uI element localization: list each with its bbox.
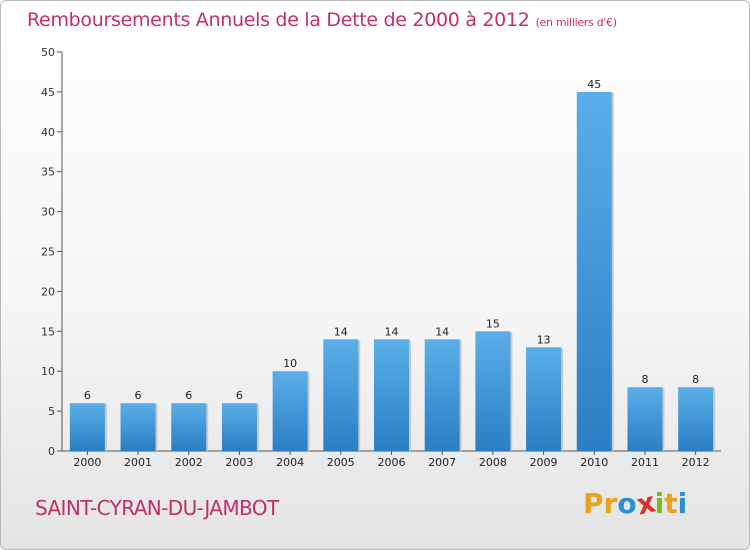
bar bbox=[576, 91, 612, 452]
chart-labels: 6 2000 6 2001 6 2002 6 2003 10 2004 14 2005 14 2006 14… bbox=[73, 78, 709, 469]
bar bbox=[171, 403, 207, 451]
bar-value-label: 45 bbox=[587, 78, 601, 91]
y-tick-label: 45 bbox=[41, 86, 55, 99]
x-tick-label: 2008 bbox=[479, 456, 507, 469]
bar bbox=[323, 339, 359, 451]
bar-value-label: 10 bbox=[283, 357, 297, 370]
y-tick-label: 30 bbox=[41, 206, 55, 219]
y-tick-label: 35 bbox=[41, 166, 55, 179]
bar-value-label: 13 bbox=[537, 333, 551, 346]
commune-name: SAINT-CYRAN-DU-JAMBOT bbox=[35, 496, 279, 520]
bar bbox=[69, 403, 105, 451]
x-tick-label: 2009 bbox=[530, 456, 558, 469]
chart-title-text: Remboursements Annuels de la Dette de 20… bbox=[27, 9, 530, 31]
y-tick-label: 20 bbox=[41, 285, 55, 298]
bar bbox=[424, 339, 460, 451]
bar bbox=[374, 339, 409, 451]
bar-value-label: 6 bbox=[236, 389, 243, 402]
proxiti-logo-letter: r bbox=[603, 487, 618, 520]
bar bbox=[526, 347, 562, 451]
bar-value-label: 14 bbox=[435, 325, 449, 338]
proxiti-logo: Proxiti bbox=[583, 485, 688, 521]
proxiti-logo-letter: i bbox=[677, 487, 688, 520]
bar-value-label: 6 bbox=[84, 389, 91, 402]
x-tick-label: 2011 bbox=[631, 456, 659, 469]
x-tick-label: 2005 bbox=[327, 456, 355, 469]
bar-value-label: 8 bbox=[641, 373, 648, 386]
bar bbox=[627, 387, 663, 451]
proxiti-logo-letter: P bbox=[583, 487, 604, 520]
bar bbox=[678, 387, 714, 451]
x-tick-label: 2006 bbox=[378, 456, 406, 469]
bar bbox=[475, 331, 511, 451]
y-tick-label: 15 bbox=[41, 325, 55, 338]
bar bbox=[120, 403, 156, 451]
bar-value-label: 14 bbox=[385, 325, 399, 338]
bar-value-label: 6 bbox=[185, 389, 192, 402]
y-tick-label: 40 bbox=[41, 126, 55, 139]
x-tick-label: 2000 bbox=[73, 456, 101, 469]
bar-value-label: 8 bbox=[692, 373, 699, 386]
x-tick-label: 2002 bbox=[175, 456, 203, 469]
y-tick-label: 0 bbox=[48, 445, 55, 458]
x-tick-label: 2007 bbox=[428, 456, 456, 469]
bar bbox=[221, 403, 257, 451]
x-tick-label: 2010 bbox=[580, 456, 608, 469]
chart-bars bbox=[69, 91, 716, 452]
proxiti-logo-letter: t bbox=[664, 487, 678, 520]
x-tick-label: 2012 bbox=[682, 456, 710, 469]
chart-title: Remboursements Annuels de la Dette de 20… bbox=[27, 9, 617, 31]
y-tick-label: 10 bbox=[41, 365, 55, 378]
y-tick-label: 25 bbox=[41, 246, 55, 259]
y-tick-label: 5 bbox=[48, 405, 55, 418]
x-tick-label: 2001 bbox=[124, 456, 152, 469]
proxiti-logo-letter: i bbox=[654, 487, 665, 520]
proxiti-logo-letter: o bbox=[617, 487, 637, 520]
bar-value-label: 6 bbox=[135, 389, 142, 402]
y-tick-label: 50 bbox=[41, 46, 55, 59]
bar-value-label: 15 bbox=[486, 317, 500, 330]
x-tick-label: 2003 bbox=[225, 456, 253, 469]
bar-value-label: 14 bbox=[334, 325, 348, 338]
bar bbox=[272, 371, 308, 451]
chart-subtitle: (en milliers d'€) bbox=[535, 16, 617, 29]
x-tick-label: 2004 bbox=[276, 456, 304, 469]
